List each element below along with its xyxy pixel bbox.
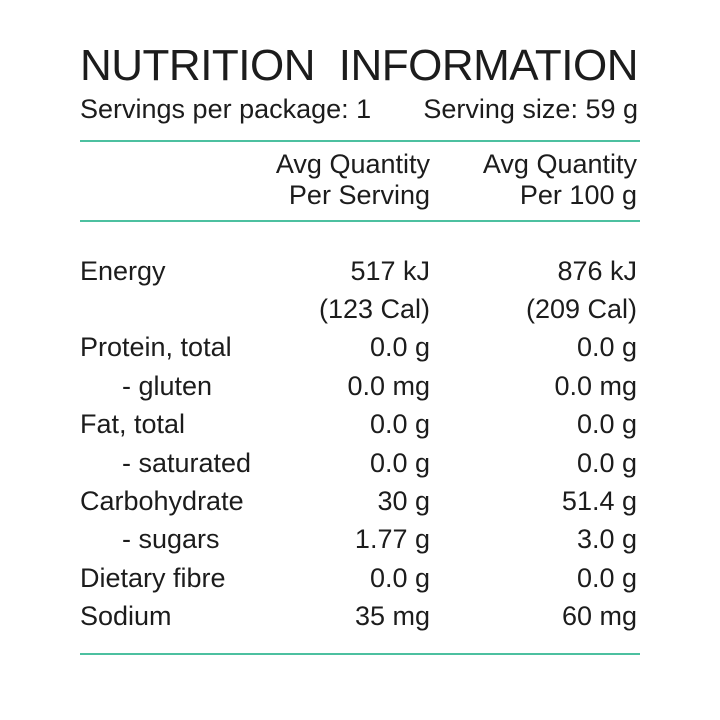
col-per-100g-line1: Avg Quantity [482,148,637,179]
per-100g-value: 0.0 g [576,562,637,593]
per-100g-value: 3.0 g [576,524,637,555]
per-100g-value: 60 mg [561,601,637,632]
per-serving-value: 0.0 g [369,447,430,478]
table-header-line2: Per Serving Per 100 g [80,180,640,211]
table-row-gluten: - gluten 0.0 mg 0.0 mg [80,367,640,405]
nutrition-panel: NUTRITION INFORMATION Servings per packa… [80,0,640,655]
nutrient-label: - sugars [122,524,220,555]
per-100g-value: 876 kJ [557,255,637,286]
nutrient-label: - saturated [122,447,252,478]
table-body: Energy 517 kJ 876 kJ (123 Cal) (209 Cal)… [80,222,640,653]
page-title: NUTRITION INFORMATION [80,41,638,90]
per-serving-value: 30 g [377,486,430,517]
nutrient-label: Dietary fibre [80,562,226,593]
nutrient-label: - gluten [122,370,213,401]
serving-size: Serving size: 59 g [423,94,638,124]
col-per-100g-line2: Per 100 g [519,179,637,210]
per-serving-value: 35 mg [354,601,430,632]
table-row-sugars: - sugars 1.77 g 3.0 g [80,520,640,558]
per-100g-value: 51.4 g [561,486,637,517]
per-serving-value: 0.0 g [369,332,430,363]
divider-bottom [80,652,640,655]
col-per-serving-line1: Avg Quantity [275,148,430,179]
table-header: Avg Quantity Avg Quantity Per Serving Pe… [80,142,640,220]
table-row-protein: Protein, total 0.0 g 0.0 g [80,328,640,366]
per-serving-value: 0.0 mg [347,370,430,401]
per-100g-value: (209 Cal) [525,294,637,325]
per-100g-value: 0.0 g [576,447,637,478]
nutrient-label: Sodium [80,601,172,632]
servings-per-package: Servings per package: 1 [80,94,372,124]
divider-header [80,219,640,222]
divider-top [80,139,640,142]
nutrient-label: Fat, total [80,409,186,440]
per-100g-value: 0.0 mg [554,370,637,401]
col-per-serving-line2: Per Serving [288,179,430,210]
table-header-line1: Avg Quantity Avg Quantity [80,149,640,180]
per-100g-value: 0.0 g [576,332,637,363]
per-serving-value: 0.0 g [369,409,430,440]
nutrient-label: Energy [80,255,166,286]
table-row-fat: Fat, total 0.0 g 0.0 g [80,405,640,443]
per-serving-value: 517 kJ [350,255,430,286]
table-row-energy-cal: (123 Cal) (209 Cal) [80,290,640,328]
table-row-dietary-fibre: Dietary fibre 0.0 g 0.0 g [80,559,640,597]
table-row-saturated: - saturated 0.0 g 0.0 g [80,444,640,482]
nutrient-label: Protein, total [80,332,232,363]
per-100g-value: 0.0 g [576,409,637,440]
per-serving-value: 0.0 g [369,562,430,593]
table-row-carbohydrate: Carbohydrate 30 g 51.4 g [80,482,640,520]
serving-info-row: Servings per package: 1 Serving size: 59… [80,94,640,125]
table-row-energy: Energy 517 kJ 876 kJ [80,252,640,290]
per-serving-value: 1.77 g [354,524,430,555]
per-serving-value: (123 Cal) [318,294,430,325]
table-row-sodium: Sodium 35 mg 60 mg [80,597,640,635]
nutrient-label: Carbohydrate [80,486,244,517]
